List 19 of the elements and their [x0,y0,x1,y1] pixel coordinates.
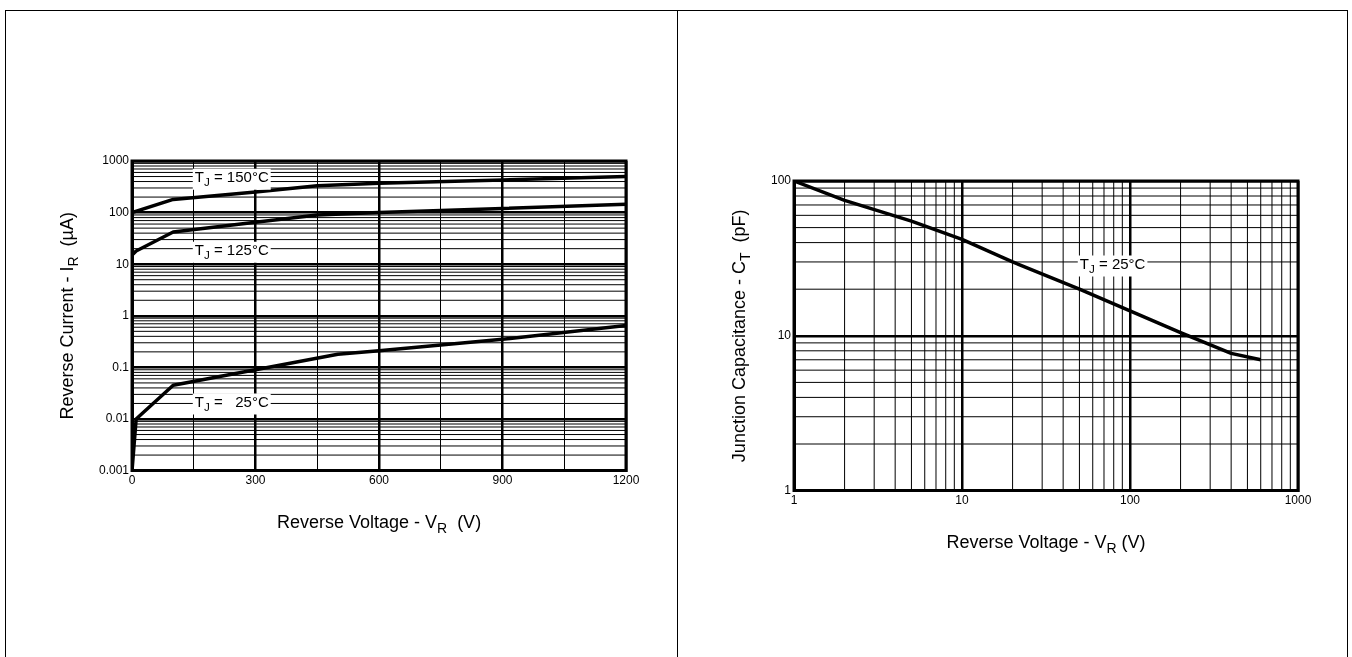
y-tick-label: 0.001 [99,462,130,477]
x-tick-label: 300 [245,473,266,488]
x-tick-label: 100 [1119,493,1141,508]
y-tick-label: 100 [109,204,130,219]
x-tick-label: 0 [128,473,136,488]
x-tick-label: 600 [369,473,390,488]
x-tick-label: 1200 [612,473,640,488]
y-tick-label: 0.01 [105,411,130,426]
y-tick-label: 10 [777,328,792,343]
y-axis-title: Reverse Current - IR (µA) [56,212,82,420]
y-tick-label: 10 [115,256,130,271]
y-tick-label: 100 [770,173,792,188]
y-tick-label: 1 [122,308,130,323]
x-tick-label: 900 [492,473,513,488]
x-tick-label: 10 [955,493,970,508]
y-axis-title: Junction Capacitance - CT (pF) [728,209,754,463]
y-tick-label: 0.1 [112,359,130,374]
x-tick-label: 1000 [1284,493,1312,508]
y-tick-label: 1000 [102,153,130,168]
